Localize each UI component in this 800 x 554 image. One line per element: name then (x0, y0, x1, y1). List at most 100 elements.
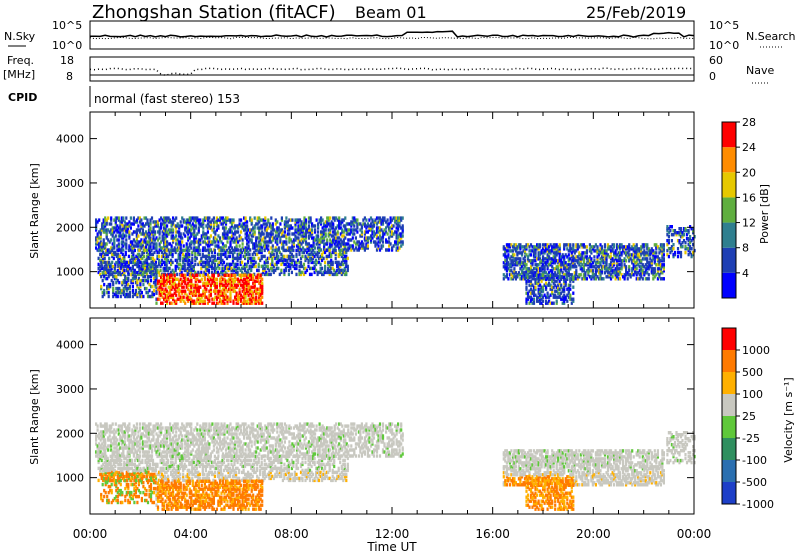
range-gate-cell (144, 242, 148, 246)
range-gate-cell (297, 242, 300, 246)
range-gate-cell (625, 247, 628, 251)
range-gate-cell (567, 263, 570, 267)
range-gate-cell (241, 250, 244, 255)
range-gate-cell (115, 260, 118, 265)
range-gate-cell (283, 248, 286, 253)
range-gate-cell (214, 285, 217, 289)
range-gate-cell (110, 264, 113, 269)
range-gate-cell (620, 273, 623, 277)
range-gate-cell (212, 283, 215, 287)
range-gate-cell (200, 293, 203, 297)
range-gate-cell (644, 243, 647, 247)
range-gate-cell (323, 248, 326, 252)
range-gate-cell (564, 253, 567, 257)
range-gate-cell (517, 273, 520, 277)
range-gate-cell (221, 293, 225, 297)
range-gate-cell (221, 283, 225, 287)
range-gate-cell (206, 273, 209, 277)
range-gate-cell (525, 285, 528, 289)
range-gate-cell (113, 452, 116, 456)
range-gate-cell (132, 254, 135, 259)
range-gate-cell (161, 246, 164, 250)
range-gate-cell (567, 283, 570, 287)
range-gate-cell (200, 258, 203, 263)
range-gate-cell (561, 263, 564, 267)
range-gate-cell (555, 289, 558, 293)
range-gate-cell (232, 289, 235, 293)
range-gate-cell (241, 270, 244, 275)
range-gate-cell (259, 244, 262, 248)
range-gate-cell (590, 263, 593, 267)
range-gate-cell (246, 279, 249, 283)
range-gate-cell (531, 289, 534, 293)
range-gate-cell (543, 265, 546, 269)
range-gate-cell (350, 228, 353, 232)
range-gate-cell (247, 281, 250, 285)
range-gate-cell (334, 252, 337, 257)
range-gate-cell (110, 246, 113, 250)
range-gate-cell (160, 240, 163, 244)
range-gate-cell (505, 243, 508, 247)
range-gate-cell (542, 299, 545, 303)
range-gate-cell (656, 269, 659, 273)
range-gate-cell (102, 440, 105, 444)
range-gate-cell (233, 248, 236, 253)
range-gate-cell (224, 216, 228, 220)
range-gate-cell (106, 276, 109, 281)
range-gate-cell (258, 244, 261, 248)
range-gate-cell (511, 255, 514, 259)
range-gate-cell (528, 295, 531, 299)
range-gate-cell (650, 263, 653, 267)
range-gate-cell (243, 297, 246, 301)
range-gate-cell (228, 262, 232, 267)
range-gate-cell (585, 277, 588, 281)
range-gate-cell (587, 271, 590, 275)
range-gate-cell (291, 244, 294, 248)
range-gate-cell (590, 257, 593, 261)
range-gate-cell (523, 251, 527, 255)
range-gate-cell (140, 238, 143, 242)
range-gate-cell (212, 224, 215, 228)
range-gate-cell (96, 240, 99, 244)
range-gate-cell (173, 248, 176, 253)
range-gate-cell (255, 287, 258, 291)
range-gate-cell (616, 273, 619, 277)
range-gate-cell (263, 260, 266, 265)
range-gate-cell (284, 248, 287, 253)
range-gate-cell (112, 294, 115, 299)
range-gate-cell (534, 253, 537, 257)
range-gate-cell (179, 256, 182, 261)
range-gate-cell (294, 230, 297, 234)
range-gate-cell (685, 237, 689, 241)
range-gate-cell (614, 271, 617, 275)
range-gate-cell (188, 216, 191, 220)
range-gate-cell (109, 272, 112, 277)
range-gate-cell (363, 216, 366, 220)
range-gate-cell (101, 432, 104, 436)
range-gate-cell (582, 259, 585, 263)
range-gate-cell (298, 228, 302, 232)
range-gate-cell (308, 258, 312, 263)
range-gate-cell (303, 224, 306, 228)
range-gate-cell (232, 236, 235, 240)
range-gate-cell (188, 254, 191, 259)
range-gate-cell (326, 242, 329, 246)
range-gate-cell (324, 228, 327, 232)
range-gate-cell (564, 279, 567, 283)
range-gate-cell (525, 245, 528, 249)
range-gate-cell (95, 438, 98, 442)
range-gate-cell (169, 242, 172, 246)
range-gate-cell (137, 216, 140, 220)
range-gate-cell (147, 248, 151, 252)
range-gate-cell (656, 263, 659, 267)
range-gate-cell (288, 218, 291, 222)
range-gate-cell (340, 260, 343, 265)
range-gate-cell (368, 228, 371, 232)
range-gate-cell (165, 256, 168, 261)
range-gate-cell (121, 280, 124, 285)
range-gate-cell (172, 234, 175, 238)
range-gate-cell (137, 242, 140, 246)
range-gate-cell (628, 257, 631, 261)
range-gate-cell (558, 243, 561, 247)
range-gate-cell (124, 280, 127, 285)
